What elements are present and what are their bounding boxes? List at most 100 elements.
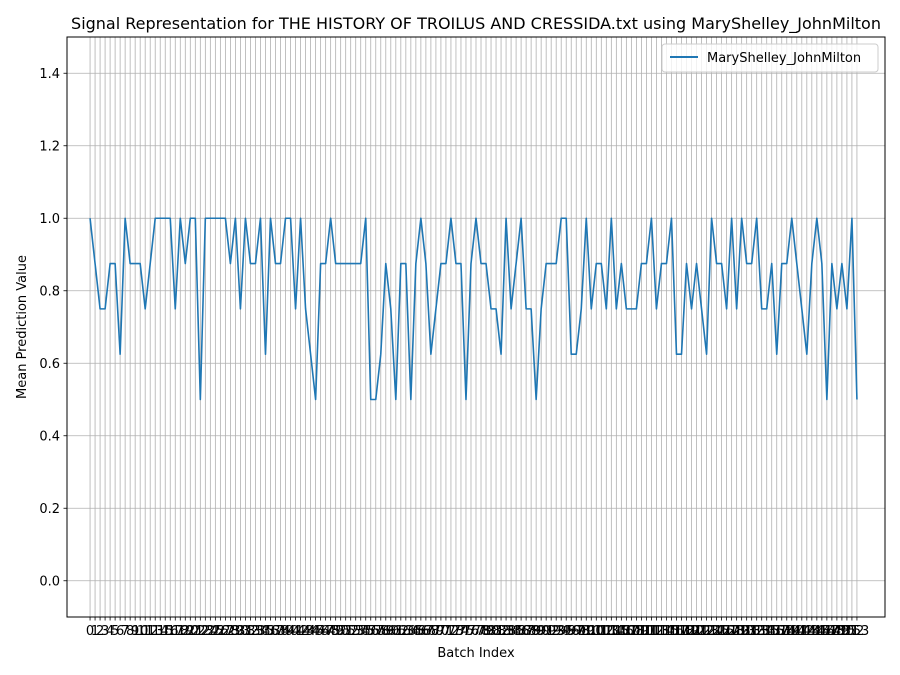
x-tick-label: 133 — [744, 624, 769, 639]
x-tick-label: 143 — [794, 624, 819, 639]
x-tick-label: 89 — [528, 624, 545, 639]
x-tick-label: 99 — [578, 624, 595, 639]
y-axis-label: Mean Prediction Value — [15, 255, 30, 399]
x-tick-label: 3 — [101, 624, 109, 639]
x-tick-label: 144 — [799, 624, 824, 639]
x-tick-label: 128 — [719, 624, 744, 639]
x-tick-label: 71 — [438, 624, 455, 639]
x-tick-label: 113 — [644, 624, 669, 639]
x-tick-label: 119 — [674, 624, 699, 639]
x-tick-label: 26 — [212, 624, 229, 639]
x-tick-label: 106 — [609, 624, 634, 639]
x-tick-label: 126 — [709, 624, 734, 639]
x-tick-label: 108 — [619, 624, 644, 639]
x-tick-label: 68 — [423, 624, 440, 639]
x-tick-label: 22 — [192, 624, 209, 639]
x-tick-label: 17 — [167, 624, 184, 639]
x-tick-label: 117 — [664, 624, 689, 639]
x-tick-label: 64 — [403, 624, 420, 639]
x-tick-label: 54 — [352, 624, 369, 639]
x-tick-label: 100 — [579, 624, 604, 639]
x-tick-label: 38 — [272, 624, 289, 639]
x-tick-label: 69 — [428, 624, 445, 639]
x-tick-label: 18 — [172, 624, 189, 639]
x-tick-label: 44 — [302, 624, 319, 639]
x-tick-label: 112 — [639, 624, 664, 639]
x-tick-label: 102 — [589, 624, 614, 639]
x-tick-label: 139 — [774, 624, 799, 639]
y-tick-label: 0.2 — [39, 502, 60, 517]
x-tick-label: 67 — [418, 624, 435, 639]
x-tick-label: 29 — [227, 624, 244, 639]
x-tick-label: 137 — [764, 624, 789, 639]
x-tick-label: 86 — [513, 624, 530, 639]
x-tick-label: 96 — [563, 624, 580, 639]
x-tick-label: 42 — [292, 624, 309, 639]
x-tick-label: 49 — [327, 624, 344, 639]
chart-title: Signal Representation for THE HISTORY OF… — [71, 14, 881, 34]
x-tick-label: 148 — [819, 624, 844, 639]
x-tick-label: 31 — [237, 624, 254, 639]
legend-box — [661, 43, 879, 73]
x-tick-label: 25 — [207, 624, 224, 639]
x-tick-label: 65 — [408, 624, 425, 639]
x-tick-label: 109 — [624, 624, 649, 639]
x-tick-label: 32 — [242, 624, 259, 639]
x-tick-label: 23 — [197, 624, 214, 639]
x-tick-label: 121 — [684, 624, 709, 639]
x-tick-label: 129 — [724, 624, 749, 639]
x-tick-label: 90 — [533, 624, 550, 639]
x-tick-label: 123 — [694, 624, 719, 639]
y-tick-label: 1.2 — [39, 139, 60, 154]
x-tick-label: 63 — [398, 624, 415, 639]
x-tick-label: 70 — [433, 624, 450, 639]
x-tick-label: 76 — [463, 624, 480, 639]
x-tick-label: 124 — [699, 624, 724, 639]
x-tick-label: 151 — [834, 624, 859, 639]
x-tick-label: 153 — [845, 624, 870, 639]
x-tick-label: 134 — [749, 624, 774, 639]
x-tick-label: 12 — [142, 624, 159, 639]
x-tick-label: 135 — [754, 624, 779, 639]
x-tick-label: 74 — [453, 624, 470, 639]
x-tick-label: 10 — [132, 624, 149, 639]
x-gridlines — [89, 37, 858, 617]
x-tick-label: 55 — [357, 624, 374, 639]
x-tick-label: 107 — [614, 624, 639, 639]
x-tick-label: 131 — [734, 624, 759, 639]
x-tick-label: 51 — [337, 624, 354, 639]
x-tick-label: 142 — [789, 624, 814, 639]
x-tick-label: 15 — [157, 624, 174, 639]
x-tick-label: 83 — [498, 624, 515, 639]
x-tick-label: 2 — [96, 624, 104, 639]
x-tick-label: 146 — [809, 624, 834, 639]
x-tick-label: 56 — [362, 624, 379, 639]
x-tick-label: 61 — [388, 624, 405, 639]
x-tick-label: 4 — [106, 624, 114, 639]
x-tick-label: 81 — [488, 624, 505, 639]
x-tick-label: 141 — [784, 624, 809, 639]
x-tick-label: 79 — [478, 624, 495, 639]
y-tick-label: 0.4 — [39, 429, 60, 444]
y-tick-label: 0.8 — [39, 284, 60, 299]
x-tick-label: 57 — [367, 624, 384, 639]
x-tick-label: 115 — [654, 624, 679, 639]
x-tick-label: 91 — [538, 624, 555, 639]
x-tick-label: 149 — [824, 624, 849, 639]
x-tick-label: 1 — [91, 624, 99, 639]
x-tick-label: 47 — [317, 624, 334, 639]
x-axis-ticks: 0123456789101112131415161718192021222324… — [86, 617, 869, 639]
x-tick-label: 39 — [277, 624, 294, 639]
x-tick-label: 46 — [312, 624, 329, 639]
x-tick-label: 0 — [86, 624, 94, 639]
x-tick-label: 34 — [252, 624, 269, 639]
x-tick-label: 60 — [383, 624, 400, 639]
x-tick-label: 118 — [669, 624, 694, 639]
x-tick-label: 93 — [548, 624, 565, 639]
x-tick-label: 150 — [829, 624, 854, 639]
x-tick-label: 53 — [347, 624, 364, 639]
x-tick-label: 41 — [287, 624, 304, 639]
x-tick-label: 88 — [523, 624, 540, 639]
legend: MaryShelley_JohnMilton — [661, 43, 879, 73]
